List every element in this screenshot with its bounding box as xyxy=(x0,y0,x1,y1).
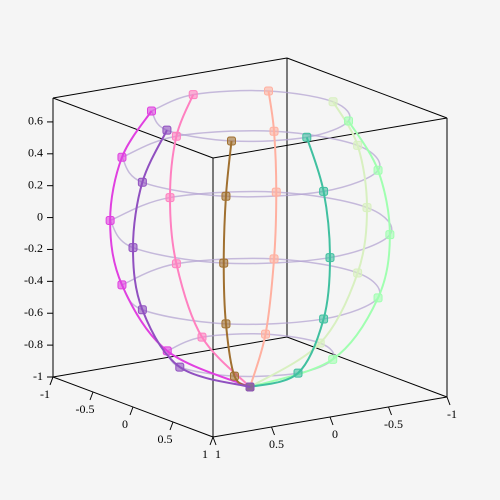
box-edge xyxy=(286,57,448,119)
point-marker xyxy=(221,319,231,329)
z-tick-label: 0 xyxy=(37,209,43,223)
point-marker xyxy=(171,259,181,269)
x-tick xyxy=(209,436,214,446)
point-marker xyxy=(162,125,172,135)
x-tick-label: 1 xyxy=(202,447,208,461)
z-tick-label: -0.2 xyxy=(24,241,43,255)
point-marker xyxy=(165,193,175,203)
x-tick-label: 0.5 xyxy=(158,432,173,446)
point-marker xyxy=(319,314,329,324)
point-marker xyxy=(269,254,279,264)
x-tick-label: -1 xyxy=(40,387,50,401)
x-tick xyxy=(169,421,174,431)
point-marker xyxy=(175,362,185,372)
point-marker xyxy=(328,97,338,107)
z-tick-label: -0.8 xyxy=(24,337,43,351)
x-tick-label: -0.5 xyxy=(76,402,95,416)
point-marker xyxy=(117,280,127,290)
point-marker xyxy=(188,90,198,100)
y-tick-label: 0 xyxy=(332,427,338,441)
point-marker xyxy=(269,126,279,136)
point-marker xyxy=(319,186,329,196)
x-tick xyxy=(49,376,54,386)
box-edge xyxy=(52,57,288,99)
y-tick xyxy=(388,406,392,416)
point-marker xyxy=(227,136,236,146)
point-marker xyxy=(344,116,353,126)
parallel xyxy=(109,190,393,265)
point-marker xyxy=(328,354,338,364)
point-marker xyxy=(117,152,127,162)
point-marker xyxy=(293,368,303,378)
box-edge xyxy=(52,97,214,159)
point-marker xyxy=(373,293,383,303)
point-marker xyxy=(302,132,312,142)
y-tick xyxy=(329,416,334,426)
point-marker xyxy=(171,131,181,141)
z-tick-label: -0.6 xyxy=(24,305,43,319)
parallel xyxy=(150,89,351,143)
point-marker xyxy=(271,187,281,197)
point-marker xyxy=(362,203,372,213)
point-marker xyxy=(128,243,138,253)
point-marker xyxy=(219,258,229,268)
point-marker xyxy=(147,106,156,116)
z-tick-label: -0.4 xyxy=(24,273,43,287)
point-marker xyxy=(197,332,207,342)
point-marker xyxy=(229,371,239,381)
y-tick xyxy=(446,396,451,406)
z-tick-label: 0.4 xyxy=(28,146,43,160)
x-tick-label: 0 xyxy=(122,417,128,431)
y-tick-label: 1 xyxy=(215,447,221,461)
point-marker xyxy=(325,253,335,263)
y-tick-label: -0.5 xyxy=(384,417,403,431)
point-marker xyxy=(373,165,383,175)
point-marker xyxy=(105,215,115,225)
point-marker xyxy=(245,382,255,392)
point-marker xyxy=(137,305,147,315)
box-edge xyxy=(286,336,448,398)
x-tick xyxy=(129,406,134,416)
z-tick-label: 0.2 xyxy=(28,177,43,191)
z-tick-label: -1 xyxy=(33,369,43,383)
z-tick-label: 0.6 xyxy=(28,114,43,128)
point-marker xyxy=(353,140,363,150)
point-marker xyxy=(137,177,147,187)
y-tick-label: 0.5 xyxy=(269,437,284,451)
point-marker xyxy=(385,230,395,240)
point-marker xyxy=(264,86,273,96)
y-tick xyxy=(212,436,217,446)
y-tick xyxy=(271,426,275,436)
y-tick-label: -1 xyxy=(447,407,457,421)
point-marker xyxy=(353,268,363,278)
x-tick xyxy=(89,391,94,401)
point-marker xyxy=(261,329,271,339)
point-marker xyxy=(221,191,231,201)
